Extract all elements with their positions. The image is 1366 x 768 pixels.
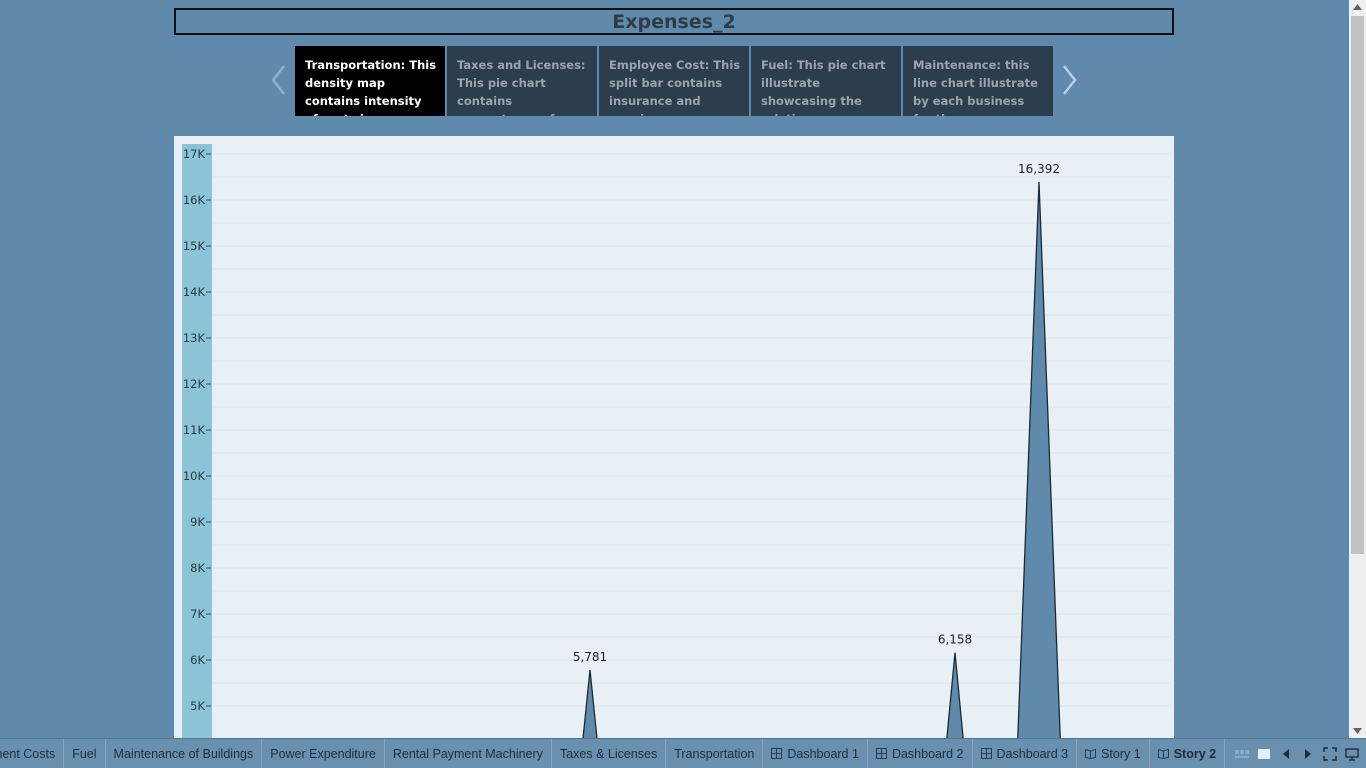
story-title-text: Expenses_2 bbox=[612, 10, 736, 33]
sheet-tab-label: Transportation bbox=[674, 746, 755, 761]
y-tick-label: 14K bbox=[183, 285, 206, 299]
sheet-tab[interactable]: Power Expenditure bbox=[262, 739, 385, 768]
sheet-tab[interactable]: Story 2 bbox=[1150, 739, 1226, 768]
sheet-tab[interactable]: Fuel bbox=[64, 739, 106, 768]
y-tick-label: 6K bbox=[190, 653, 205, 667]
sheet-tab[interactable]: ment Costs bbox=[0, 739, 65, 768]
y-tick-label: 5K bbox=[190, 699, 205, 713]
y-tick-label: 12K bbox=[183, 377, 206, 391]
y-tick-label: 13K bbox=[183, 331, 206, 345]
chevron-right-icon bbox=[1063, 65, 1077, 95]
sheet-tab[interactable]: Dashboard 1 bbox=[763, 739, 868, 768]
story-icon bbox=[1157, 748, 1169, 759]
story-point-5[interactable]: Maintenance: this line chart illustrate … bbox=[903, 46, 1053, 116]
story-point-4[interactable]: Fuel: This pie chart illustrate showcasi… bbox=[751, 46, 901, 116]
y-tick-label: 17K bbox=[183, 147, 206, 161]
sheet-tab[interactable]: Story 1 bbox=[1077, 739, 1150, 768]
sheet-tab-label: Story 2 bbox=[1173, 746, 1217, 761]
dashboard-icon bbox=[771, 748, 783, 759]
scrollbar-thumb[interactable] bbox=[1351, 16, 1364, 554]
story-point-caption: Fuel: This pie chart illustrate showcasi… bbox=[761, 58, 886, 116]
story-point-3[interactable]: Employee Cost: This split bar contains i… bbox=[599, 46, 749, 116]
story-point-navigator: Transportation: This density map contain… bbox=[295, 46, 1055, 116]
single-sheet-icon[interactable] bbox=[1256, 746, 1272, 762]
area-peak bbox=[582, 670, 598, 738]
y-tick-label: 8K bbox=[190, 561, 205, 575]
sheet-tab-label: Rental Payment Machinery bbox=[392, 746, 543, 761]
story-point-caption: Employee Cost: This split bar contains i… bbox=[609, 58, 741, 116]
y-axis-band bbox=[182, 144, 212, 738]
next-sheet-icon[interactable] bbox=[1300, 746, 1316, 762]
y-tick-label: 10K bbox=[183, 469, 206, 483]
story-point-caption: Taxes and Licenses: This pie chart conta… bbox=[457, 58, 586, 116]
scroll-down-icon[interactable] bbox=[1349, 724, 1366, 738]
sheet-tab[interactable]: Transportation bbox=[666, 739, 764, 768]
sheet-tab[interactable]: Dashboard 3 bbox=[973, 739, 1078, 768]
story-point-2[interactable]: Taxes and Licenses: This pie chart conta… bbox=[447, 46, 597, 116]
sheet-tab-label: Dashboard 1 bbox=[787, 746, 859, 761]
story-icon bbox=[1085, 748, 1097, 759]
y-tick-label: 11K bbox=[183, 423, 206, 437]
y-tick-label: 7K bbox=[190, 607, 205, 621]
sheet-tab-label: ment Costs bbox=[0, 746, 56, 761]
story-point-1[interactable]: Transportation: This density map contain… bbox=[295, 46, 445, 116]
y-tick-label: 9K bbox=[190, 515, 205, 529]
sheet-tab[interactable]: Rental Payment Machinery bbox=[385, 739, 552, 768]
sheet-tab-label: Fuel bbox=[72, 746, 97, 761]
prev-story-point-button[interactable] bbox=[266, 58, 290, 102]
sheet-tab[interactable]: Maintenance of Buildings bbox=[106, 739, 263, 768]
story-title: Expenses_2 bbox=[174, 8, 1174, 35]
sheet-tab-label: Dashboard 3 bbox=[996, 746, 1069, 761]
next-story-point-button[interactable] bbox=[1058, 58, 1082, 102]
dashboard-icon bbox=[980, 748, 992, 759]
data-label: 5,781 bbox=[573, 650, 607, 664]
story-point-caption: Transportation: This density map contain… bbox=[305, 58, 437, 116]
sheet-tab-label: Dashboard 2 bbox=[891, 746, 964, 761]
vertical-scrollbar[interactable] bbox=[1349, 0, 1366, 738]
present-icon[interactable] bbox=[1344, 746, 1360, 762]
sheet-tab-label: Story 1 bbox=[1101, 746, 1141, 761]
dashboard-icon bbox=[875, 748, 887, 759]
scroll-up-icon[interactable] bbox=[1349, 0, 1366, 14]
chevron-left-icon bbox=[271, 65, 285, 95]
y-tick-label: 15K bbox=[183, 239, 206, 253]
area-peak bbox=[1017, 181, 1061, 738]
data-label: 6,158 bbox=[938, 633, 972, 647]
sheet-tab-bar: ment Costs Fuel Maintenance of Buildings Po… bbox=[0, 738, 1366, 768]
filmstrip-icon[interactable] bbox=[1234, 746, 1250, 762]
prev-sheet-icon[interactable] bbox=[1278, 746, 1294, 762]
tab-bar-controls bbox=[1234, 739, 1366, 768]
sheet-tab-label: Power Expenditure bbox=[270, 746, 376, 761]
y-tick-label: 16K bbox=[183, 193, 206, 207]
chart-area: 5K 6K 7K 8K 9K 10K 11K 12K 13K 14K 15K 16K 17K 5,781 6… bbox=[174, 136, 1174, 738]
sheet-tab[interactable]: Dashboard 2 bbox=[868, 739, 973, 768]
area-chart: 5K 6K 7K 8K 9K 10K 11K 12K 13K 14K 15K 16K 17K 5,781 6… bbox=[182, 144, 1170, 738]
sheet-tab[interactable]: Taxes & Licenses bbox=[552, 739, 667, 768]
story-point-caption: Maintenance: this line chart illustrate … bbox=[913, 58, 1038, 116]
fullscreen-icon[interactable] bbox=[1322, 746, 1338, 762]
sheet-tab-label: Maintenance of Buildings bbox=[113, 746, 254, 761]
area-peak bbox=[946, 652, 964, 738]
sheet-tab-label: Taxes & Licenses bbox=[559, 746, 658, 761]
data-label: 16,392 bbox=[1018, 162, 1060, 176]
